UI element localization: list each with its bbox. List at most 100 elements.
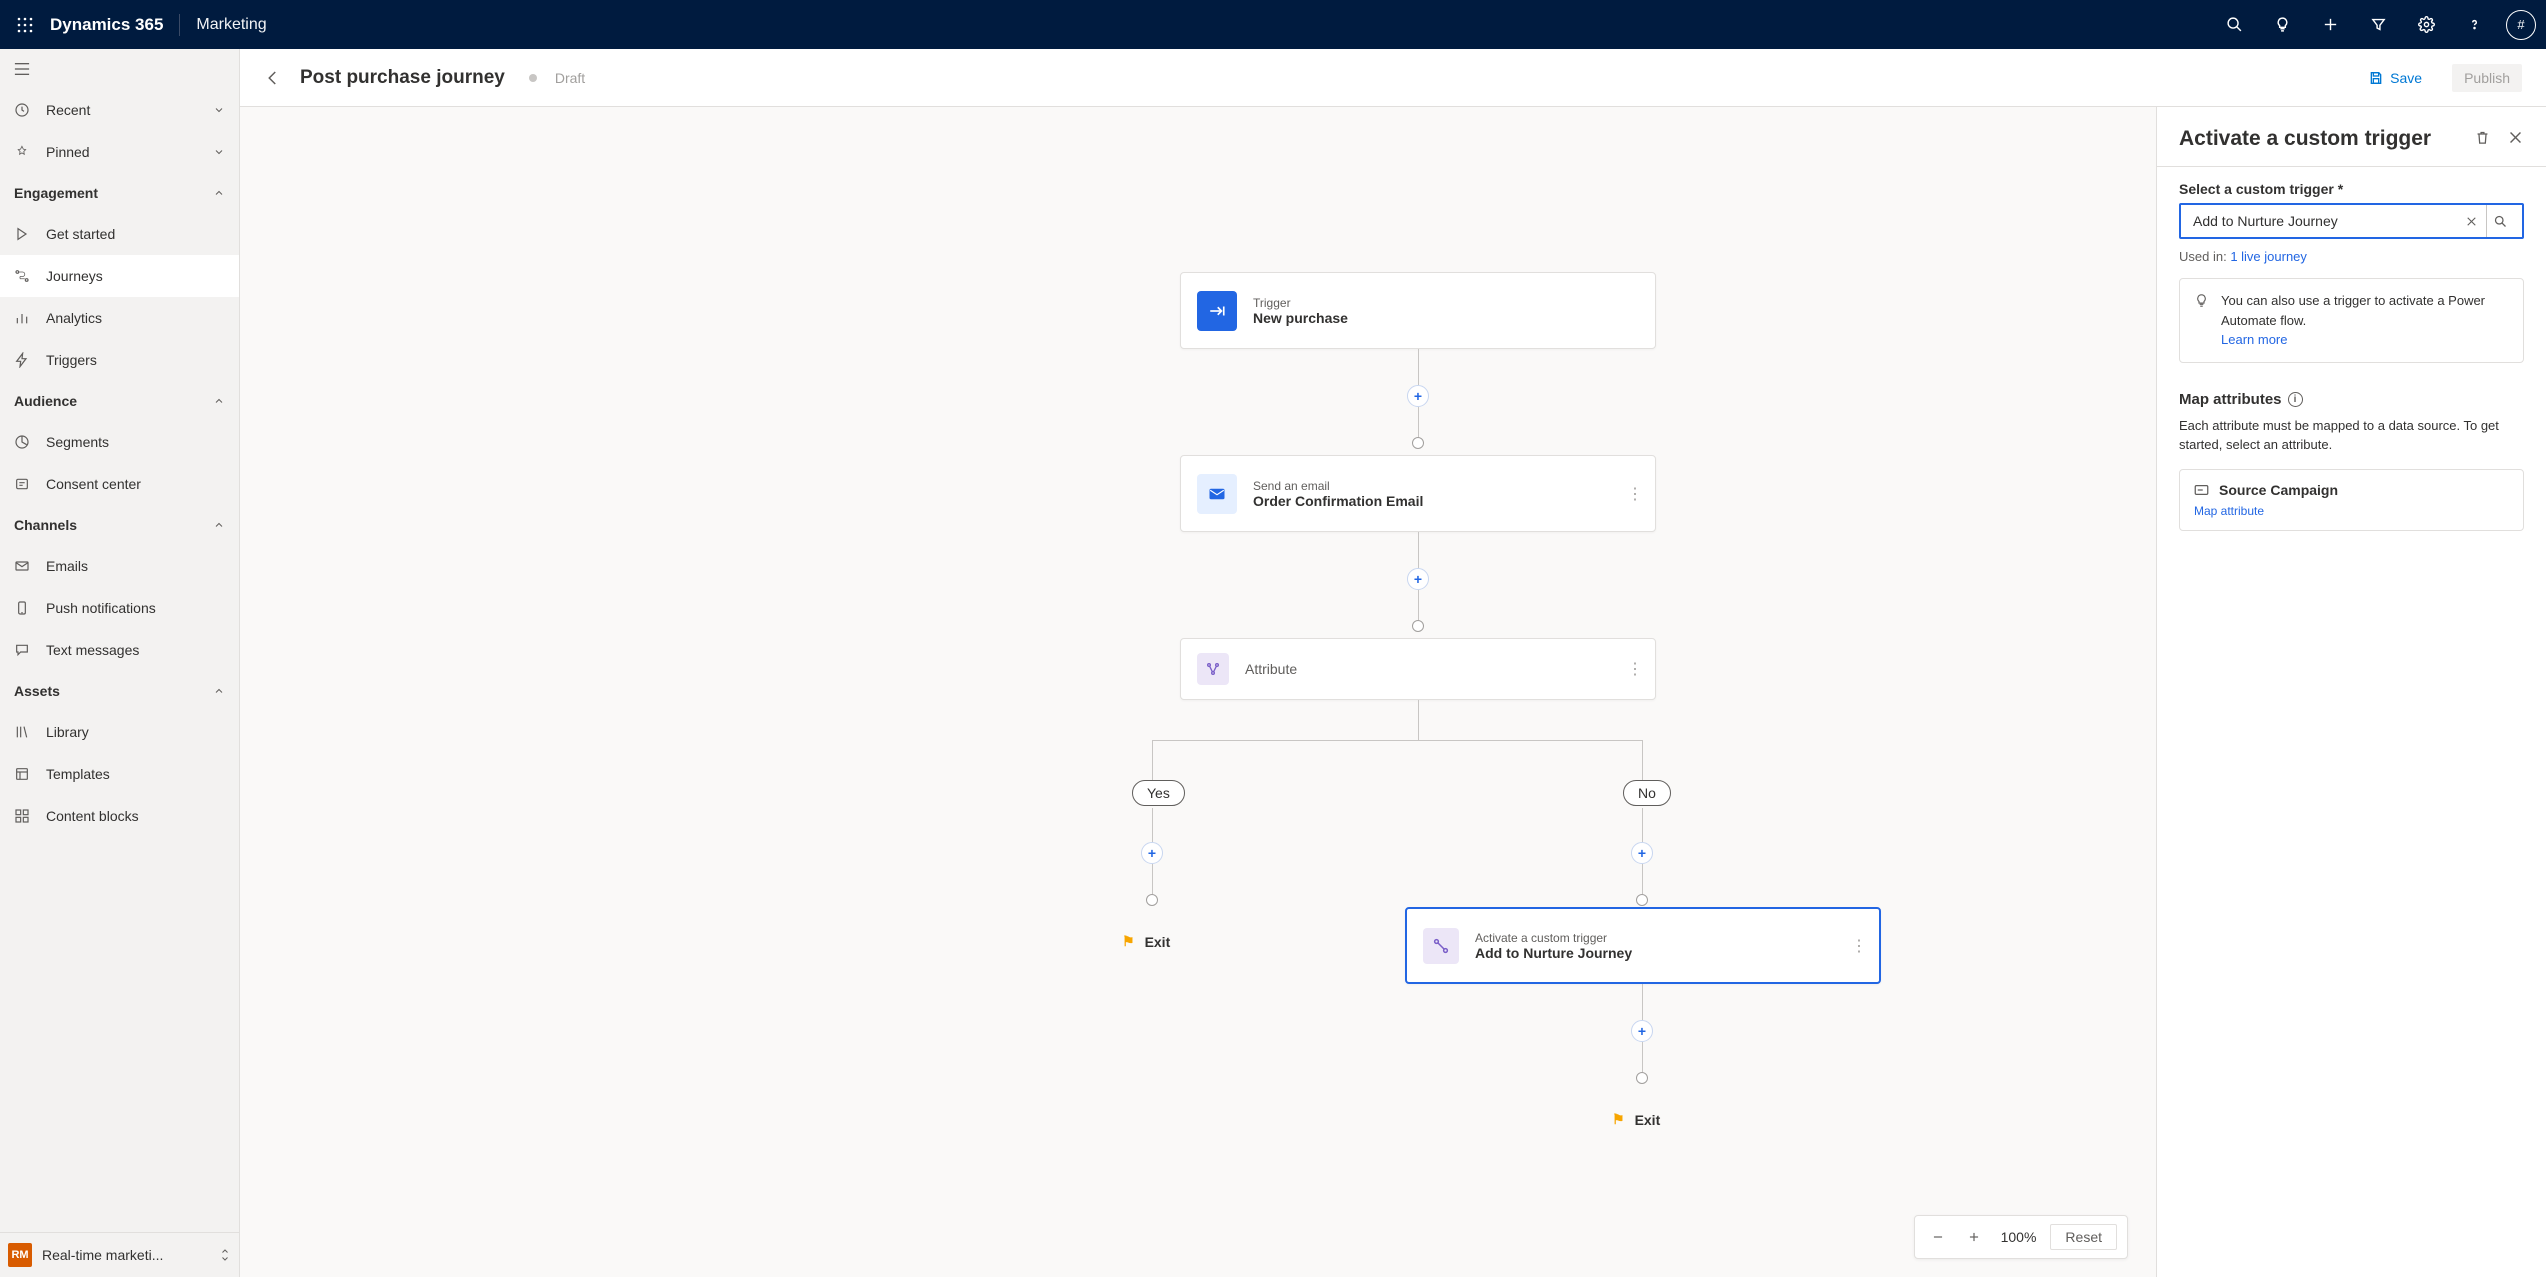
sidebar-group-engagement[interactable]: Engagement	[0, 173, 239, 213]
area-name: Real-time marketi...	[42, 1247, 209, 1263]
trigger-select-input[interactable]: Add to Nurture Journey	[2179, 203, 2524, 239]
more-icon[interactable]: ⋮	[1851, 936, 1867, 956]
exit-yes: ⚑Exit	[1122, 933, 1170, 950]
map-attribute-link[interactable]: Map attribute	[2194, 504, 2509, 518]
connector-ring	[1636, 1072, 1648, 1084]
more-icon[interactable]: ⋮	[1627, 484, 1643, 504]
sidebar-group-assets[interactable]: Assets	[0, 671, 239, 711]
learn-more-link[interactable]: Learn more	[2221, 330, 2287, 350]
status-label: Draft	[555, 70, 585, 86]
app-launcher-icon[interactable]	[10, 17, 40, 33]
sidebar-item-consent[interactable]: Consent center	[0, 463, 239, 505]
journey-icon	[14, 268, 32, 284]
search-icon[interactable]	[2210, 0, 2258, 49]
zoom-out-button[interactable]	[1925, 1224, 1951, 1250]
node-caption: Trigger	[1253, 296, 1348, 310]
form-icon	[2194, 484, 2209, 496]
help-icon[interactable]	[2450, 0, 2498, 49]
clock-icon	[14, 102, 32, 118]
publish-button: Publish	[2452, 64, 2522, 92]
delete-icon[interactable]	[2474, 129, 2491, 146]
flow-icon	[1423, 928, 1459, 964]
filter-icon[interactable]	[2354, 0, 2402, 49]
exit-no: ⚑Exit	[1612, 1111, 1660, 1128]
template-icon	[14, 766, 32, 782]
branch-yes[interactable]: Yes	[1132, 780, 1185, 806]
journey-canvas[interactable]: TriggerNew purchase + Send an emailOrder…	[240, 107, 2156, 1277]
area-label[interactable]: Marketing	[196, 16, 266, 34]
sidebar-item-analytics[interactable]: Analytics	[0, 297, 239, 339]
sidebar-item-triggers[interactable]: Triggers	[0, 339, 239, 381]
sidebar-item-push[interactable]: Push notifications	[0, 587, 239, 629]
bolt-icon	[14, 352, 32, 368]
sidebar-item-templates[interactable]: Templates	[0, 753, 239, 795]
chart-icon	[14, 310, 32, 326]
sidebar-item-emails[interactable]: Emails	[0, 545, 239, 587]
add-node-button[interactable]: +	[1141, 842, 1163, 864]
node-title: New purchase	[1253, 310, 1348, 326]
chevron-up-icon	[213, 685, 225, 697]
sidebar-group-audience[interactable]: Audience	[0, 381, 239, 421]
user-avatar[interactable]: #	[2506, 10, 2536, 40]
node-caption: Activate a custom trigger	[1475, 931, 1632, 945]
trigger-value: Add to Nurture Journey	[2193, 213, 2465, 229]
chat-icon	[14, 642, 32, 658]
search-icon[interactable]	[2486, 205, 2514, 237]
shield-icon	[14, 476, 32, 492]
sidebar-item-library[interactable]: Library	[0, 711, 239, 753]
chevron-down-icon	[213, 104, 225, 116]
sidebar-item-content-blocks[interactable]: Content blocks	[0, 795, 239, 837]
add-node-button[interactable]: +	[1407, 385, 1429, 407]
command-bar: Post purchase journey Draft Save Publish	[240, 49, 2546, 107]
sidebar-item-text[interactable]: Text messages	[0, 629, 239, 671]
attribute-card[interactable]: Source Campaign Map attribute	[2179, 469, 2524, 531]
map-attributes-desc: Each attribute must be mapped to a data …	[2179, 416, 2524, 455]
avatar-initial: #	[2517, 17, 2524, 32]
used-in-link[interactable]: 1 live journey	[2230, 249, 2307, 264]
more-icon[interactable]: ⋮	[1627, 659, 1643, 679]
sidebar-item-journeys[interactable]: Journeys	[0, 255, 239, 297]
node-title: Add to Nurture Journey	[1475, 945, 1632, 961]
add-icon[interactable]	[2306, 0, 2354, 49]
save-button[interactable]: Save	[2356, 64, 2434, 92]
hamburger-icon[interactable]	[0, 49, 239, 89]
add-node-button[interactable]: +	[1631, 1020, 1653, 1042]
zoom-in-button[interactable]	[1961, 1224, 1987, 1250]
left-sidebar: Recent Pinned Engagement Get started Jou…	[0, 49, 240, 1277]
info-icon[interactable]: i	[2288, 392, 2303, 407]
chevron-up-icon	[213, 519, 225, 531]
close-icon[interactable]	[2507, 129, 2524, 146]
connector-ring	[1636, 894, 1648, 906]
add-node-button[interactable]: +	[1407, 568, 1429, 590]
node-custom-trigger[interactable]: Activate a custom triggerAdd to Nurture …	[1405, 907, 1881, 984]
area-badge: RM	[8, 1243, 32, 1267]
global-topbar: Dynamics 365 Marketing #	[0, 0, 2546, 49]
clear-icon[interactable]	[2465, 215, 2478, 228]
chevron-down-icon	[213, 146, 225, 158]
chevron-updown-icon	[219, 1247, 231, 1263]
play-icon	[14, 226, 32, 242]
settings-icon[interactable]	[2402, 0, 2450, 49]
sidebar-area-switcher[interactable]: RM Real-time marketi...	[0, 1232, 239, 1277]
sidebar-item-get-started[interactable]: Get started	[0, 213, 239, 255]
chevron-up-icon	[213, 395, 225, 407]
node-email[interactable]: Send an emailOrder Confirmation Email ⋮	[1180, 455, 1656, 532]
brand-label[interactable]: Dynamics 365	[50, 15, 163, 35]
sidebar-item-segments[interactable]: Segments	[0, 421, 239, 463]
sidebar-item-pinned[interactable]: Pinned	[0, 131, 239, 173]
zoom-reset-button[interactable]: Reset	[2050, 1224, 2117, 1250]
sidebar-group-channels[interactable]: Channels	[0, 505, 239, 545]
lightbulb-icon[interactable]	[2258, 0, 2306, 49]
node-title: Attribute	[1245, 661, 1297, 677]
back-icon[interactable]	[264, 69, 282, 87]
node-trigger[interactable]: TriggerNew purchase	[1180, 272, 1656, 349]
branch-no[interactable]: No	[1623, 780, 1671, 806]
tip-box: You can also use a trigger to activate a…	[2179, 278, 2524, 363]
blocks-icon	[14, 808, 32, 824]
node-attribute[interactable]: Attribute ⋮	[1180, 638, 1656, 700]
branch-icon	[1197, 653, 1229, 685]
add-node-button[interactable]: +	[1631, 842, 1653, 864]
segment-icon	[14, 434, 32, 450]
zoom-level: 100%	[1997, 1229, 2041, 1245]
sidebar-item-recent[interactable]: Recent	[0, 89, 239, 131]
